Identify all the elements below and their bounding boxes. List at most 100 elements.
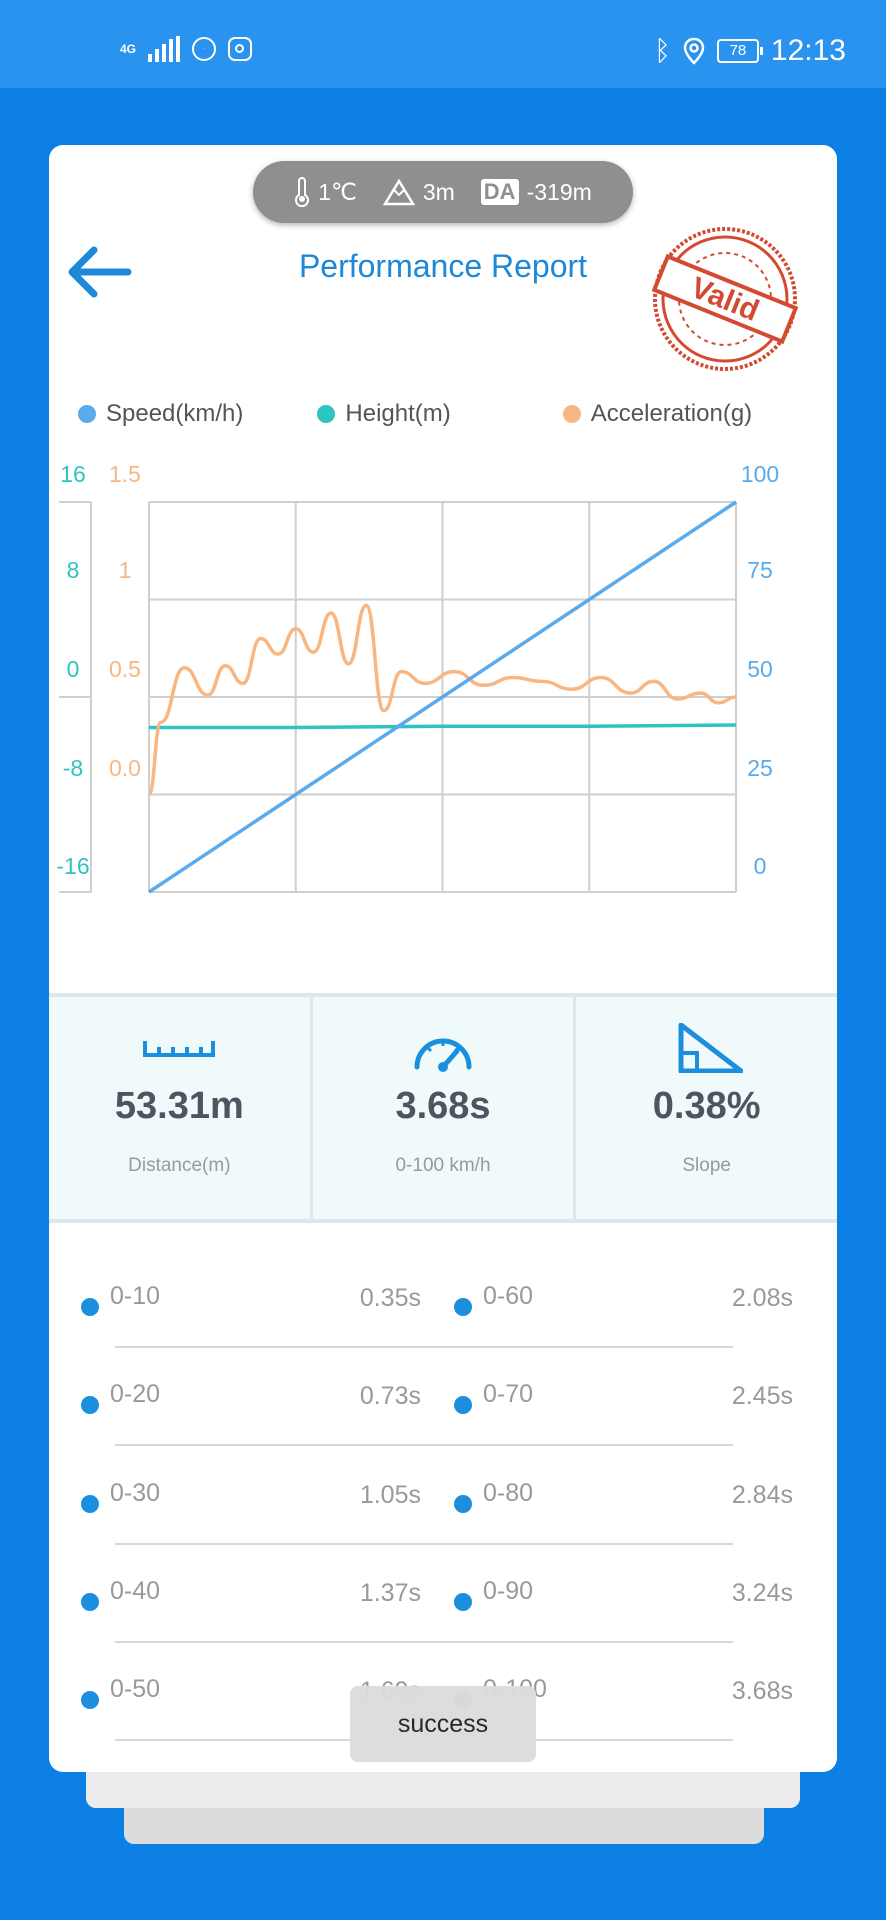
density-altitude-value: -319m — [526, 178, 592, 205]
slope-value: 0.38% — [652, 1085, 761, 1127]
split-dot — [81, 1593, 99, 1611]
altitude-item: 3m — [382, 178, 455, 206]
split-divider — [115, 1641, 733, 1643]
speed-series-line — [148, 500, 737, 894]
split-row: 0-20 0.73s 0-70 2.45s — [0, 1348, 886, 1446]
slope-label: Slope — [682, 1155, 731, 1176]
stats-panel: 53.31m Distance(m) 3.68s 0-100 km/h 0.38… — [49, 993, 837, 1223]
legend-height-label: Height(m) — [345, 400, 451, 427]
acceleration-tick-label: 0.5 — [109, 656, 141, 682]
height-tick-label: -8 — [63, 755, 83, 781]
speed-tick-label: 0 — [754, 853, 767, 879]
chart-legend: Speed(km/h) Height(m) Acceleration(g) — [78, 400, 752, 428]
legend-speed-label: Speed(km/h) — [106, 400, 244, 427]
conditions-pill: 1℃ 3m DA -319m — [253, 161, 633, 223]
legend-height[interactable]: Height(m) — [317, 400, 451, 428]
battery-icon: 78 — [716, 39, 763, 63]
split-dot — [81, 1691, 99, 1709]
chart-series — [147, 500, 737, 894]
split-right-name: 0-70 — [483, 1380, 534, 1408]
acceleration-tick-label: 0.0 — [109, 755, 141, 781]
split-right-name: 0-90 — [483, 1577, 534, 1605]
speed-axis: 100 75 50 25 0 — [741, 461, 779, 879]
legend-height-dot — [317, 405, 336, 423]
split-dot — [81, 1396, 99, 1414]
stat-slope: 0.38% Slope — [573, 997, 837, 1219]
height-tick-label: 16 — [60, 461, 86, 487]
report-card — [49, 145, 837, 1772]
app-notification-icon: · — [192, 37, 217, 61]
split-left-name: 0-10 — [110, 1282, 161, 1310]
split-left-name: 0-30 — [110, 1479, 161, 1507]
speed-tick-label: 100 — [741, 461, 779, 487]
acceleration-axis: 1.5 1 0.5 0.0 — [109, 461, 141, 781]
speed-tick-label: 25 — [747, 755, 773, 781]
split-divider — [115, 1543, 733, 1545]
performance-chart: 16 8 0 -8 -16 1.5 1 0.5 0.0 100 75 50 25 0 — [56, 461, 779, 894]
instagram-icon — [228, 37, 253, 61]
split-dot — [454, 1396, 472, 1414]
split-row: 0-10 0.35s 0-60 2.08s — [0, 1250, 886, 1348]
distance-label: Distance(m) — [128, 1155, 231, 1176]
acceleration-tick-label: 1.5 — [109, 461, 141, 487]
split-left-time: 1.37s — [359, 1579, 421, 1607]
page-title: Performance Report — [298, 248, 588, 284]
split-dot — [81, 1495, 99, 1513]
split-right-time: 2.08s — [731, 1284, 793, 1312]
network-type: 4G — [120, 42, 137, 56]
thermometer-icon — [295, 177, 310, 207]
altitude-value: 3m — [422, 178, 455, 205]
legend-acceleration[interactable]: Acceleration(g) — [562, 400, 753, 428]
back-arrow-icon[interactable] — [66, 244, 132, 300]
split-left-name: 0-20 — [110, 1380, 161, 1408]
height-axis: 16 8 0 -8 -16 — [56, 461, 92, 893]
speedometer-icon — [414, 1038, 472, 1072]
bluetooth-icon: ᛒ — [654, 35, 671, 66]
clock: 12:13 — [770, 34, 846, 67]
status-bar: 4G · ᛒ 78 12:13 — [0, 0, 886, 88]
split-right-time: 3.68s — [731, 1677, 793, 1705]
split-dot — [81, 1298, 99, 1316]
height-tick-label: 0 — [67, 656, 80, 682]
toast-message: success — [350, 1686, 536, 1762]
slope-icon — [678, 1023, 743, 1073]
split-row: 0-40 1.37s 0-90 3.24s — [0, 1545, 886, 1643]
legend-speed[interactable]: Speed(km/h) — [78, 400, 243, 428]
split-dot — [454, 1495, 472, 1513]
split-row: 0-30 1.05s 0-80 2.84s — [0, 1447, 886, 1545]
acceleration-time-value: 3.68s — [395, 1085, 491, 1127]
stat-distance: 53.31m Distance(m) — [49, 997, 310, 1219]
split-divider — [115, 1346, 733, 1348]
valid-stamp: Valid — [651, 227, 799, 371]
temperature-item: 1℃ — [294, 177, 357, 207]
legend-acceleration-label: Acceleration(g) — [590, 400, 753, 427]
legend-acceleration-dot — [562, 405, 581, 423]
acceleration-tick-label: 1 — [119, 557, 132, 583]
density-altitude-item: DA -319m — [480, 178, 592, 206]
speed-tick-label: 75 — [747, 557, 773, 583]
split-right-time: 3.24s — [731, 1579, 793, 1607]
temperature-value: 1℃ — [318, 178, 357, 205]
split-left-name: 0-40 — [110, 1577, 161, 1605]
split-right-time: 2.45s — [731, 1382, 793, 1410]
split-dot — [454, 1298, 472, 1316]
split-left-name: 0-50 — [110, 1675, 161, 1703]
ruler-icon — [143, 1041, 216, 1057]
height-tick-label: -16 — [56, 853, 89, 879]
height-tick-label: 8 — [67, 557, 80, 583]
location-icon — [683, 37, 705, 65]
distance-value: 53.31m — [114, 1085, 244, 1127]
acceleration-time-label: 0-100 km/h — [395, 1155, 491, 1176]
split-right-name: 0-60 — [483, 1282, 534, 1310]
speed-tick-label: 50 — [747, 656, 773, 682]
split-left-time: 1.05s — [359, 1481, 421, 1509]
split-left-time: 0.35s — [359, 1284, 421, 1312]
signal-icon — [148, 36, 181, 62]
legend-speed-dot — [78, 405, 96, 423]
split-right-time: 2.84s — [731, 1481, 793, 1509]
da-badge: DA — [480, 179, 519, 205]
split-left-time: 0.73s — [359, 1382, 421, 1410]
stat-acceleration-time: 3.68s 0-100 km/h — [309, 997, 574, 1219]
status-left: 4G · — [120, 36, 253, 62]
split-dot — [454, 1593, 472, 1611]
